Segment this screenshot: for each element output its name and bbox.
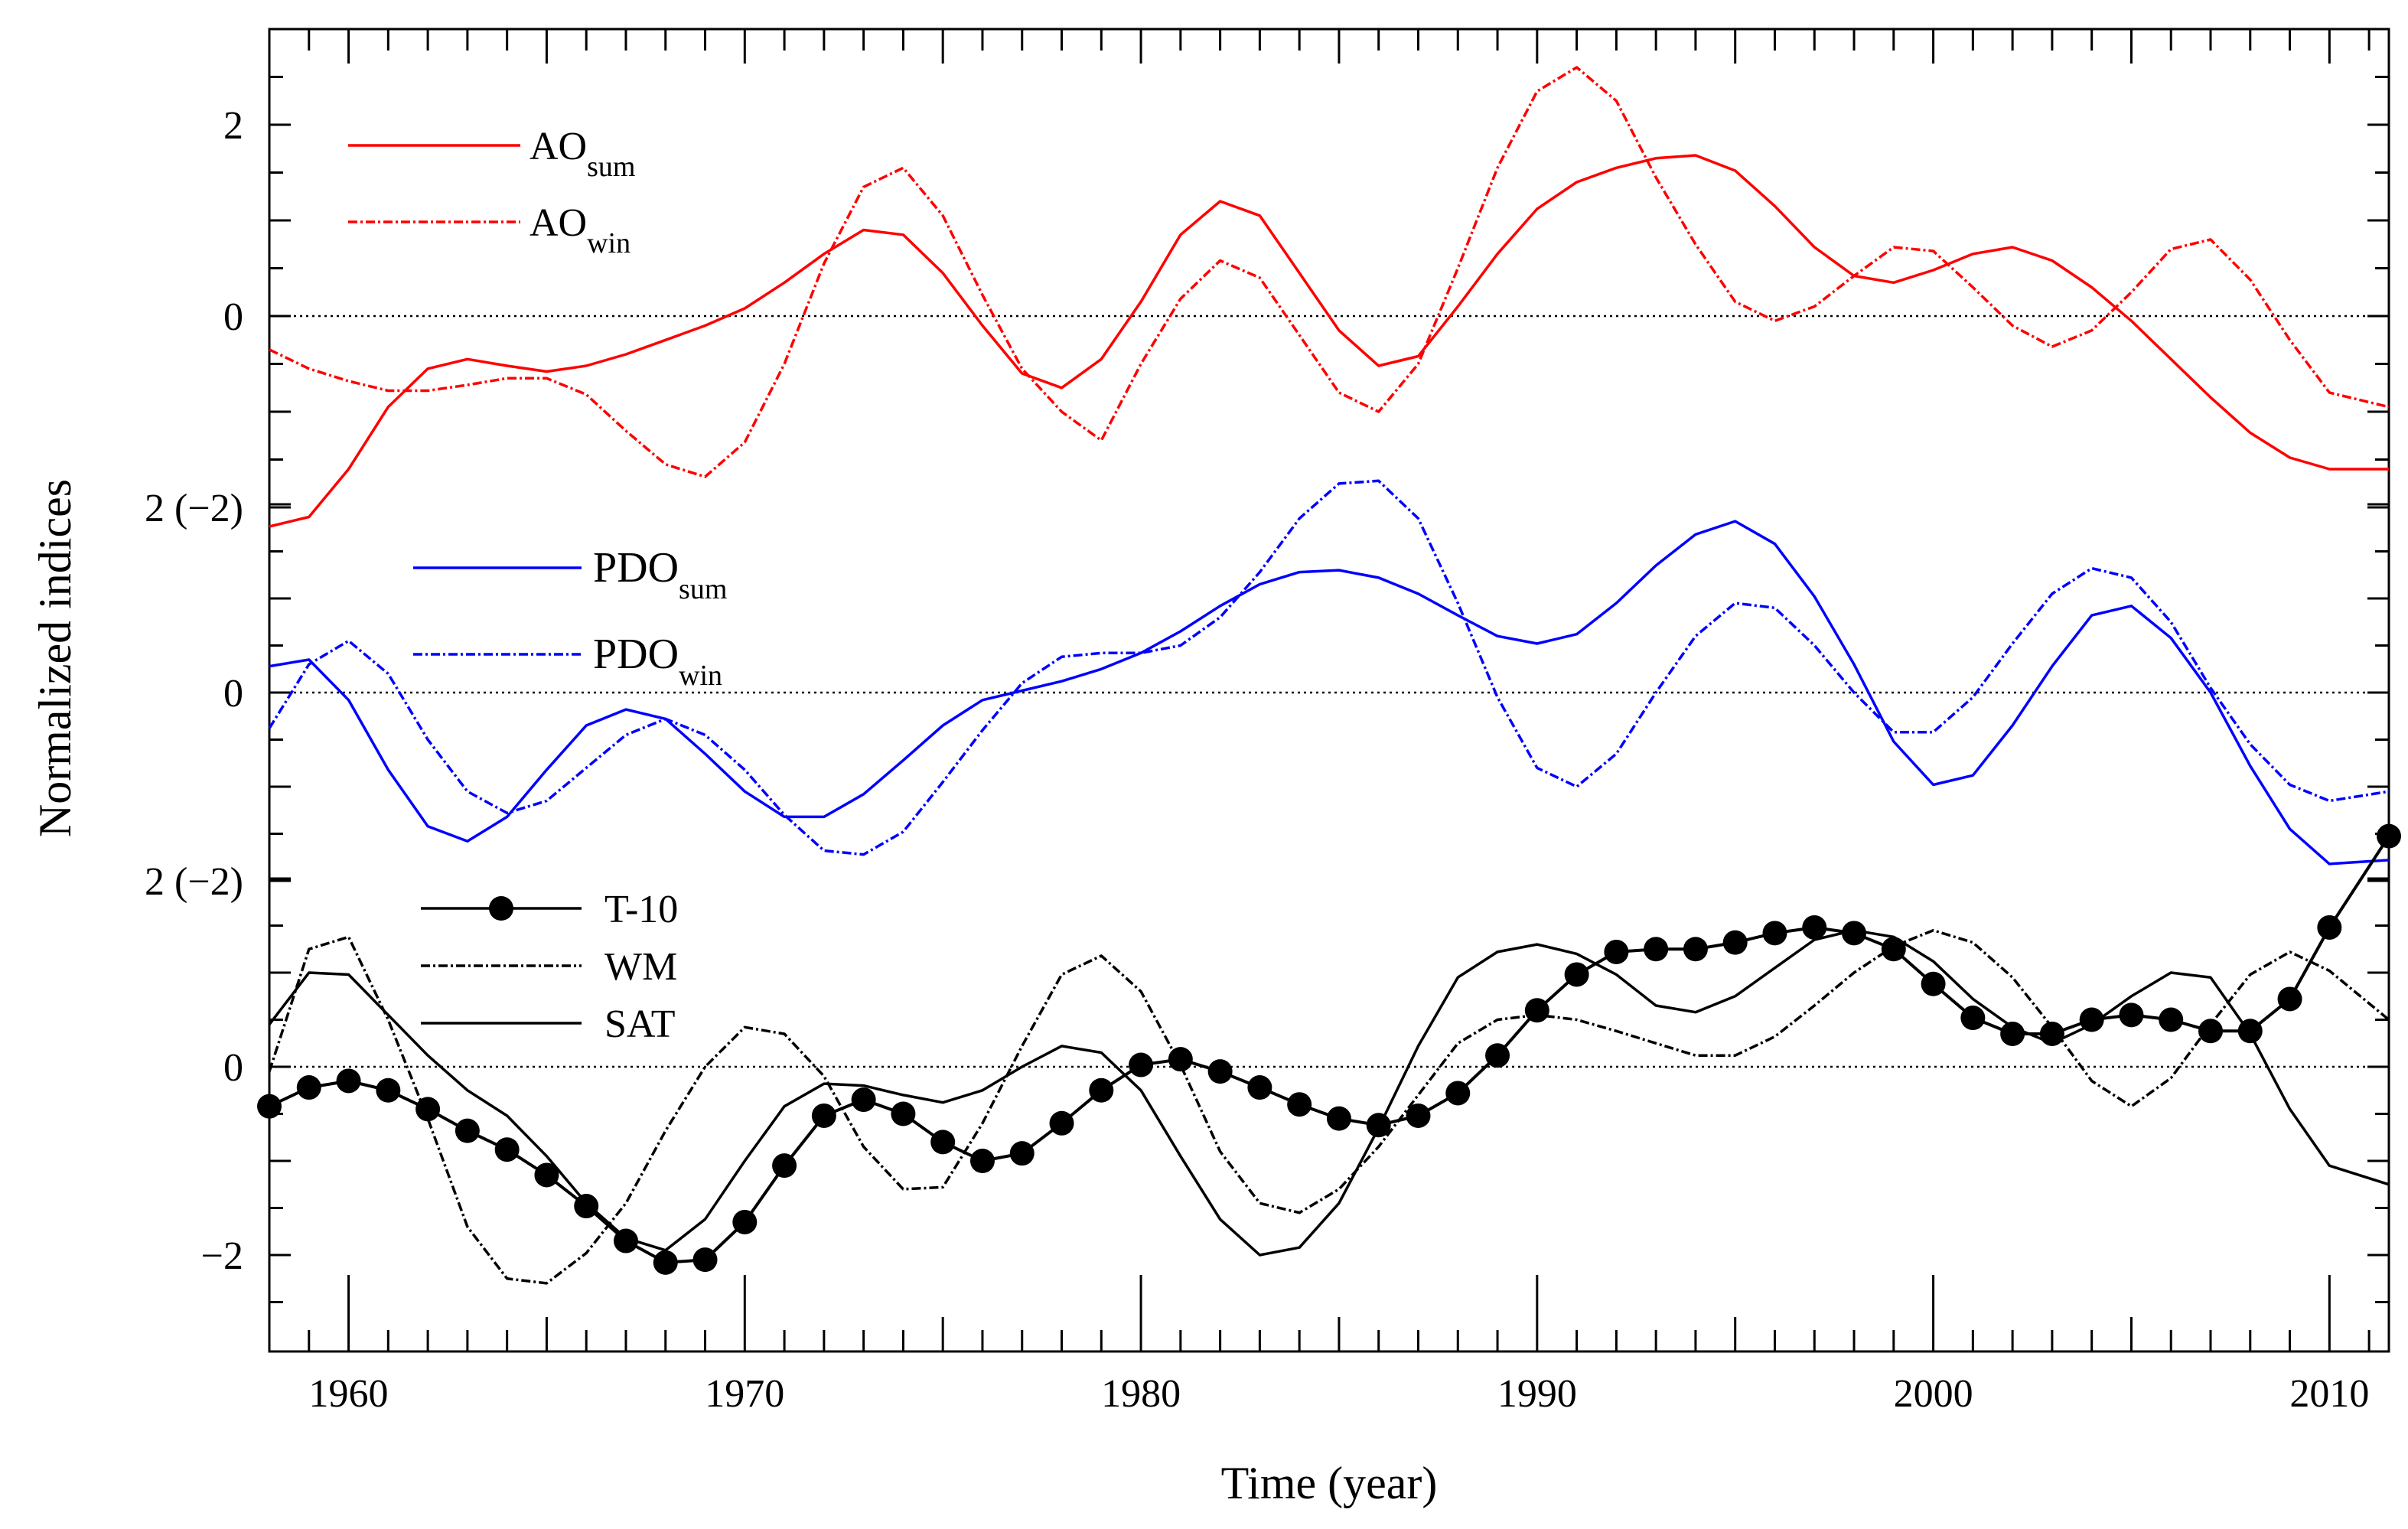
series-layer xyxy=(257,66,2401,1285)
y-tick-label: −2 xyxy=(201,1234,243,1278)
series-marker-t-10 xyxy=(891,1101,916,1126)
series-marker-t-10 xyxy=(1287,1092,1312,1117)
series-marker-t-10 xyxy=(1326,1106,1351,1131)
series-marker-t-10 xyxy=(692,1247,718,1273)
series-marker-t-10 xyxy=(851,1087,876,1113)
series-marker-t-10 xyxy=(2277,986,2302,1012)
y-tick-label: 2 xyxy=(223,104,243,148)
series-marker-t-10 xyxy=(732,1209,758,1234)
series-marker-t-10 xyxy=(811,1103,836,1128)
series-marker-t-10 xyxy=(415,1097,441,1122)
x-tick-label: 1990 xyxy=(1497,1372,1577,1416)
series-marker-t-10 xyxy=(1960,1006,1986,1031)
axis-ticks: 1960 1970 1980 1990 2000 2010 2 0 2 (−2) 0 2 (−2) 0… xyxy=(145,29,2389,1416)
series-line-pdo-win xyxy=(268,479,2390,856)
series-marker-t-10 xyxy=(930,1130,956,1155)
series-marker-t-10 xyxy=(1683,937,1708,962)
y-tick-label: 2 (−2) xyxy=(145,860,243,904)
x-tick-label: 2010 xyxy=(2289,1372,2369,1416)
series-marker-t-10 xyxy=(1129,1052,1154,1077)
legend-label-wm: WM xyxy=(604,945,677,989)
series-marker-t-10 xyxy=(2079,1007,2104,1032)
y-tick-label: 0 xyxy=(223,1046,243,1090)
series-line-pdo-sum xyxy=(269,520,2390,866)
x-tick-label: 2000 xyxy=(1894,1372,1973,1416)
legend-label-t-10: T-10 xyxy=(604,888,678,931)
series-marker-t-10 xyxy=(2317,914,2342,940)
series-marker-t-10 xyxy=(1564,962,1589,987)
series-marker-t-10 xyxy=(257,1094,282,1119)
legend-marker-t-10 xyxy=(489,896,513,921)
series-marker-t-10 xyxy=(2159,1007,2184,1032)
series-marker-t-10 xyxy=(455,1118,480,1143)
legend: AOsum AOwin PDOsum PDOwin T-10 WM SAT xyxy=(348,125,727,1046)
series-marker-t-10 xyxy=(1762,921,1787,946)
series-marker-t-10 xyxy=(1921,971,1946,996)
series-marker-t-10 xyxy=(1406,1103,1431,1128)
legend-label-ao-sum: AOsum xyxy=(529,125,635,183)
series-marker-t-10 xyxy=(574,1194,599,1219)
series-marker-t-10 xyxy=(1644,937,1669,962)
series-marker-t-10 xyxy=(1089,1077,1114,1103)
series-marker-t-10 xyxy=(1604,939,1629,964)
series-line-wm xyxy=(268,928,2390,1285)
y-axis-title: Normalized indices xyxy=(30,479,80,837)
x-tick-label: 1970 xyxy=(705,1372,784,1416)
series-marker-t-10 xyxy=(1722,930,1748,955)
legend-label-ao-win: AOwin xyxy=(529,201,631,259)
series-marker-t-10 xyxy=(1247,1075,1272,1100)
x-axis-title: Time (year) xyxy=(1221,1458,1438,1508)
y-tick-label: 2 (−2) xyxy=(145,487,243,530)
y-tick-label: 0 xyxy=(223,672,243,716)
series-marker-t-10 xyxy=(2198,1019,2224,1044)
plot-frame xyxy=(268,28,2390,1353)
series-marker-t-10 xyxy=(969,1149,995,1173)
series-marker-t-10 xyxy=(1802,914,1827,940)
series-marker-t-10 xyxy=(1207,1059,1233,1084)
series-marker-t-10 xyxy=(2377,823,2401,849)
series-marker-t-10 xyxy=(534,1162,559,1188)
zero-reference-lines xyxy=(269,315,2389,1068)
series-marker-t-10 xyxy=(613,1228,638,1254)
series-marker-t-10 xyxy=(336,1068,361,1094)
series-marker-t-10 xyxy=(2119,1002,2144,1028)
x-tick-label: 1980 xyxy=(1101,1372,1181,1416)
series-line-ao-win xyxy=(269,66,2390,478)
x-tick-label: 1960 xyxy=(309,1372,389,1416)
series-marker-t-10 xyxy=(1842,921,1867,946)
series-marker-t-10 xyxy=(653,1250,678,1275)
series-marker-t-10 xyxy=(376,1077,401,1103)
series-marker-t-10 xyxy=(494,1137,520,1162)
series-marker-t-10 xyxy=(296,1075,321,1100)
series-line-ao-sum xyxy=(269,154,2389,528)
series-marker-t-10 xyxy=(1881,937,1906,962)
legend-label-sat: SAT xyxy=(604,1002,675,1046)
series-line-sat xyxy=(268,928,2390,1257)
legend-label-pdo-sum: PDOsum xyxy=(593,544,727,605)
series-marker-t-10 xyxy=(2000,1021,2025,1046)
y-tick-label: 0 xyxy=(223,295,243,339)
series-marker-t-10 xyxy=(1445,1081,1471,1106)
series-marker-t-10 xyxy=(1485,1043,1510,1068)
legend-label-pdo-win: PDOwin xyxy=(593,631,722,692)
series-marker-t-10 xyxy=(772,1153,797,1179)
series-marker-t-10 xyxy=(1049,1110,1074,1136)
series-marker-t-10 xyxy=(1009,1141,1035,1166)
series-marker-t-10 xyxy=(1524,998,1549,1023)
